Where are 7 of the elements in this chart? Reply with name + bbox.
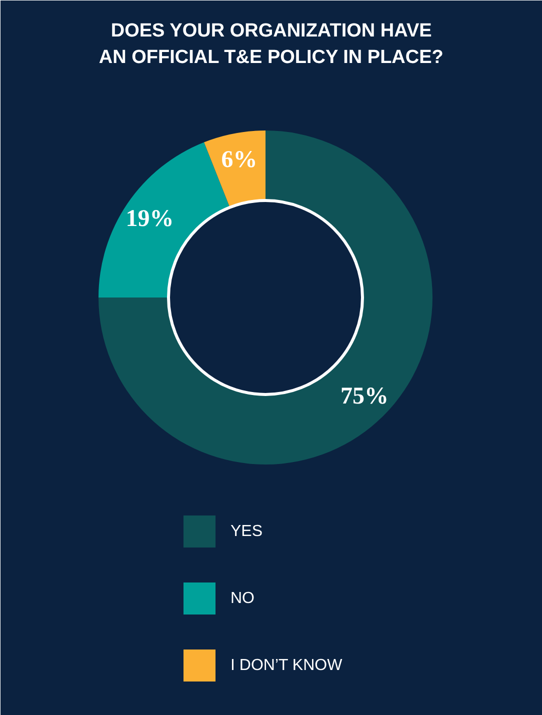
legend-label: I DON’T KNOW	[230, 657, 344, 674]
legend-label: NO	[230, 590, 254, 607]
legend-label: YES	[230, 523, 263, 540]
data-label: 75%	[340, 383, 388, 410]
chart-title: DOES YOUR ORGANIZATION HAVE AN OFFICIAL T&E POLICY IN PLACE?	[98, 20, 444, 68]
data-label: 19%	[126, 206, 174, 232]
data-label: 6%	[221, 146, 258, 173]
